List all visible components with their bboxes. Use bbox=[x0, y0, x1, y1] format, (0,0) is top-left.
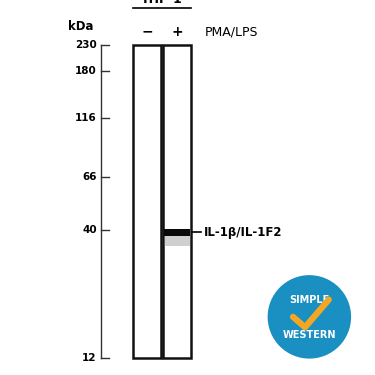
Text: kDa: kDa bbox=[68, 21, 93, 33]
Text: +: + bbox=[171, 25, 183, 39]
Text: 116: 116 bbox=[75, 112, 97, 123]
Text: 12: 12 bbox=[82, 353, 97, 363]
Text: 66: 66 bbox=[82, 172, 97, 182]
Circle shape bbox=[266, 274, 352, 360]
Text: WESTERN: WESTERN bbox=[283, 330, 336, 340]
Text: 230: 230 bbox=[75, 40, 97, 50]
Text: IL-1β/IL-1F2: IL-1β/IL-1F2 bbox=[204, 226, 282, 239]
Text: THP-1: THP-1 bbox=[141, 0, 183, 6]
Bar bbox=[133, 45, 161, 358]
Bar bbox=[163, 45, 191, 358]
Bar bbox=[164, 229, 190, 236]
Text: PMA/LPS: PMA/LPS bbox=[204, 26, 258, 38]
Text: SIMPLE: SIMPLE bbox=[289, 296, 330, 306]
Text: 180: 180 bbox=[75, 66, 97, 76]
Text: −: − bbox=[141, 25, 153, 39]
Bar bbox=[164, 236, 190, 246]
Text: 40: 40 bbox=[82, 225, 97, 236]
